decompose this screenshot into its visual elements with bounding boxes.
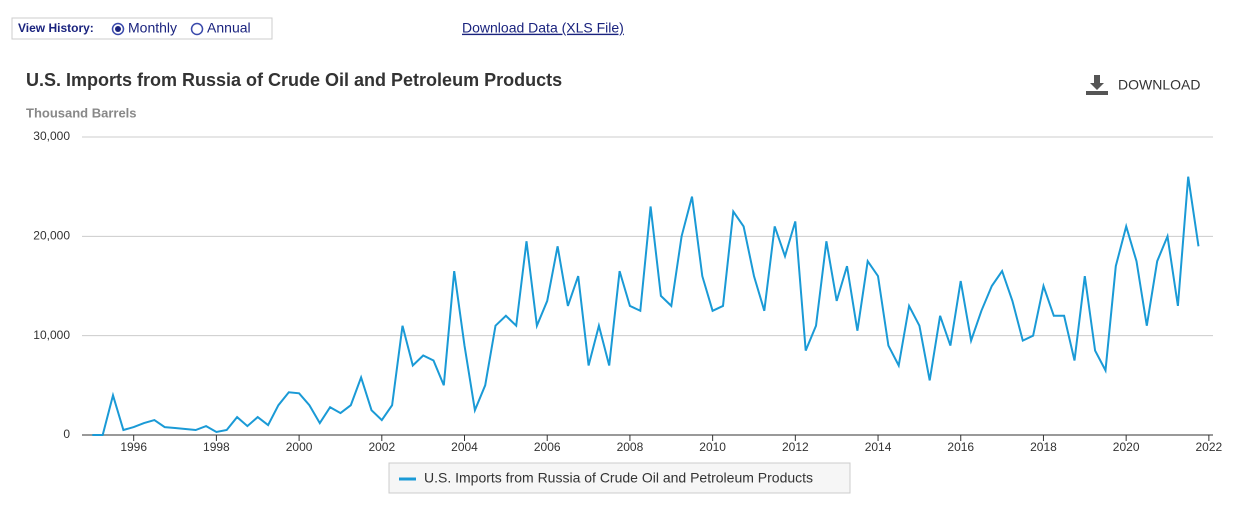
x-tick-label: 1998 bbox=[203, 440, 230, 454]
download-icon[interactable] bbox=[1086, 75, 1108, 95]
x-tick-label: 2018 bbox=[1030, 440, 1057, 454]
radio-label[interactable]: Monthly bbox=[128, 20, 177, 36]
y-tick-label: 30,000 bbox=[33, 129, 70, 143]
download-link[interactable]: Download Data (XLS File) bbox=[462, 20, 624, 36]
x-tick-label: 2022 bbox=[1196, 440, 1223, 454]
y-tick-label: 0 bbox=[63, 427, 70, 441]
x-tick-label: 2010 bbox=[699, 440, 726, 454]
x-tick-label: 2008 bbox=[617, 440, 644, 454]
legend-label: U.S. Imports from Russia of Crude Oil an… bbox=[424, 470, 813, 486]
x-tick-label: 2012 bbox=[782, 440, 809, 454]
x-tick-label: 1996 bbox=[120, 440, 147, 454]
y-tick-label: 10,000 bbox=[33, 328, 70, 342]
x-tick-label: 2014 bbox=[865, 440, 892, 454]
x-tick-label: 2020 bbox=[1113, 440, 1140, 454]
history-box bbox=[11, 17, 273, 40]
y-tick-label: 20,000 bbox=[33, 229, 70, 243]
radio[interactable] bbox=[190, 22, 204, 36]
x-tick-label: 2016 bbox=[947, 440, 974, 454]
series-line bbox=[92, 176, 1200, 436]
legend-box bbox=[388, 462, 851, 494]
x-tick-label: 2004 bbox=[451, 440, 478, 454]
history-label: View History: bbox=[18, 21, 94, 35]
x-tick-label: 2000 bbox=[286, 440, 313, 454]
radio-dot bbox=[115, 26, 121, 32]
radio-label[interactable]: Annual bbox=[207, 20, 251, 36]
x-tick-label: 2002 bbox=[368, 440, 395, 454]
download-button[interactable]: DOWNLOAD bbox=[1118, 77, 1200, 93]
y-axis-label: Thousand Barrels bbox=[26, 105, 137, 120]
chart-title: U.S. Imports from Russia of Crude Oil an… bbox=[26, 70, 562, 90]
x-tick-label: 2006 bbox=[534, 440, 561, 454]
